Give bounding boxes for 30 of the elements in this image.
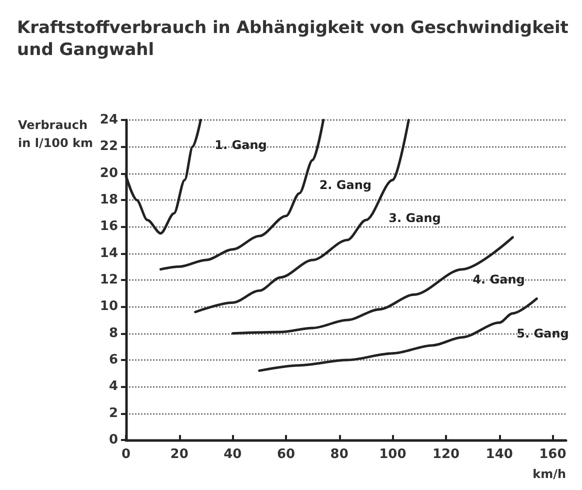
y-tick-label: 22	[100, 139, 118, 154]
y-tick-label: 16	[100, 219, 118, 234]
y-tick-label: 12	[100, 272, 118, 288]
y-tick-label: 10	[100, 299, 118, 314]
x-tick-label: 20	[170, 447, 188, 462]
x-tick-label: 140	[486, 447, 513, 462]
series-label: 3. Gang	[388, 211, 441, 225]
series-label: 2. Gang	[319, 178, 372, 192]
x-tick-label: 100	[379, 447, 406, 462]
y-tick-label: 14	[100, 246, 118, 261]
y-tick-label: 2	[108, 406, 118, 421]
y-tick-label: 0	[108, 432, 118, 448]
series-label: 5. Gang	[516, 326, 569, 341]
y-tick-label: 6	[108, 352, 118, 368]
x-tick-label: 0	[121, 447, 131, 462]
x-tick-label: 60	[276, 447, 296, 462]
series-label: 1. Gang	[214, 138, 267, 152]
y-tick-label: 24	[100, 112, 118, 128]
x-tick-label: 40	[224, 447, 242, 462]
y-tick-label: 4	[108, 379, 118, 394]
y-tick-label: 20	[100, 166, 118, 181]
x-tick-label: 80	[330, 447, 348, 462]
y-tick-label: 8	[108, 326, 118, 341]
series-label: 4. Gang	[472, 272, 525, 286]
x-tick-label: 160	[539, 447, 566, 462]
chart-title: Kraftstoffverbrauch in Abhängigkeit von Geschwindigkeit und Gangwahl	[17, 18, 568, 60]
y-tick-label: 18	[100, 192, 118, 208]
x-axis-title: km/h	[532, 467, 566, 481]
y-axis-title: Verbrauch in l/100 km	[18, 118, 94, 150]
x-tick-label: 120	[432, 447, 460, 462]
